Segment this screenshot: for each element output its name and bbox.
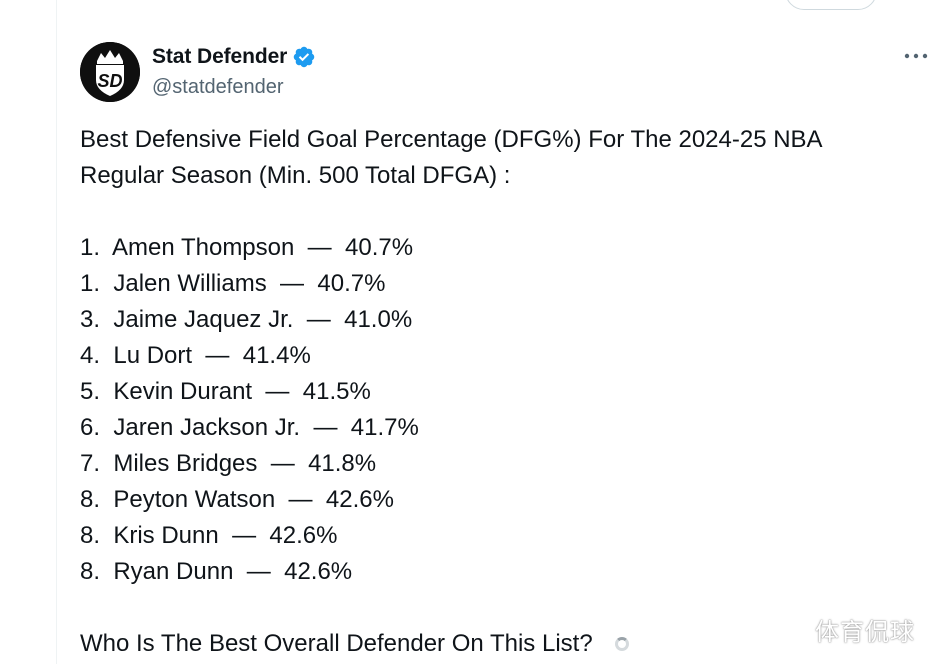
list-item: 5. Kevin Durant — 41.5% [80,378,371,405]
list-item: 1. Jalen Williams — 40.7% [80,270,386,297]
list-item: 4. Lu Dort — 41.4% [80,342,311,369]
loading-spinner-icon [614,637,629,651]
list-item: 8. Kris Dunn — 42.6% [80,522,338,549]
avatar[interactable]: SD [80,42,140,102]
tweet-text: Best Defensive Field Goal Percentage (DF… [80,122,910,662]
verified-badge-icon [292,45,316,69]
svg-text:SD: SD [97,71,122,91]
watermark: 体育侃球 [815,618,915,646]
list-item: 7. Miles Bridges — 41.8% [80,450,377,477]
timeline-border [56,0,57,664]
list-item: 6. Jaren Jackson Jr. — 41.7% [80,414,419,441]
sd-crown-logo-icon: SD [80,42,140,102]
more-options-button[interactable] [900,44,932,68]
tweet-intro: Best Defensive Field Goal Percentage (DF… [80,126,822,189]
author-display-name[interactable]: Stat Defender [152,45,288,68]
author-row: Stat Defender [152,44,316,70]
author-handle[interactable]: @statdefender [152,76,284,98]
question-text: Who Is The Best Overall Defender On This… [80,630,593,657]
list-item: 3. Jaime Jaquez Jr. — 41.0% [80,306,413,333]
top-pill-button[interactable] [785,0,877,10]
tweet-question: Who Is The Best Overall Defender On This… [80,626,910,662]
rankings-list: 1. Amen Thompson — 40.7% 1. Jalen Willia… [80,230,910,590]
list-item: 1. Amen Thompson — 40.7% [80,234,414,261]
list-item: 8. Peyton Watson — 42.6% [80,486,394,513]
list-item: 8. Ryan Dunn — 42.6% [80,558,353,585]
more-dots-icon [904,53,928,59]
